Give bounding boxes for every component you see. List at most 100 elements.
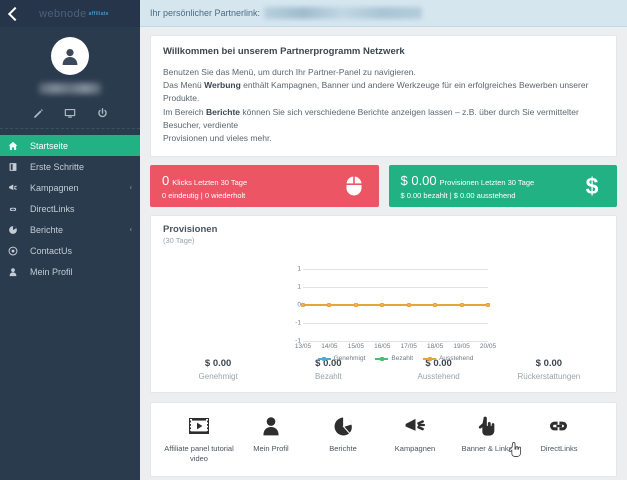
commissions-chart-card: Provisionen (30 Tage) 1 1 0 -1 -1 13/05 14/05…	[150, 215, 617, 394]
book-icon	[8, 162, 24, 172]
chart-legend-swatch	[375, 357, 389, 360]
chart-data-point	[459, 303, 464, 308]
shortcut-mein-profil[interactable]: Mein Profil	[235, 413, 307, 464]
sidebar: webnode affiliate	[0, 0, 140, 480]
chart-x-tick: 17/05	[400, 343, 417, 351]
at-icon	[8, 246, 24, 256]
avatar[interactable]	[51, 37, 89, 75]
stat-commissions-value: $ 0.00	[400, 172, 437, 188]
chart-data-point	[327, 303, 332, 308]
chart-data-point	[380, 303, 385, 308]
shortcut-label: Kampagnen	[394, 444, 436, 454]
chart-title: Provisionen	[163, 224, 218, 236]
sidebar-item-directlinks[interactable]: DirectLinks	[0, 198, 140, 219]
chart-subtitle: (30 Tage)	[163, 236, 195, 246]
chart-data-point	[433, 303, 438, 308]
profile-actions	[0, 106, 140, 120]
total-label: Genehmigt	[198, 372, 238, 382]
chart-x-tick: 15/05	[347, 343, 364, 351]
chart-y-tick: -1	[295, 337, 301, 345]
shortcut-directlinks[interactable]: DirectLinks	[523, 413, 595, 464]
total-value: $ 0.00	[425, 358, 452, 370]
sidebar-item-caret: ‹	[129, 184, 132, 191]
welcome-line-2-post: enthält Kampagnen, Banner und andere Wer…	[163, 80, 589, 104]
chart-legend-item[interactable]: Genehmigt	[317, 355, 365, 362]
chart-x-axis: 13/05 14/05 15/05 16/05 17/05 18/05 19/05 20/05	[295, 343, 496, 353]
chart-legend-item[interactable]: Bezahlt	[375, 355, 413, 362]
chart-series-line-ausstehend	[305, 304, 486, 307]
pie-chart-icon	[8, 225, 24, 235]
sidebar-item-kampagnen[interactable]: Kampagnen ‹	[0, 177, 140, 198]
brand-sub: affiliate	[88, 10, 109, 17]
chart-plot-inner: 1 1 0 -1 -1 13/05 14/05 15/05 16/05 17/05 18/05 19…	[295, 266, 496, 363]
shortcut-bar: Affiliate panel tutorial video Mein Prof…	[150, 402, 617, 478]
total-bezahlt: $ 0.00 Bezahlt	[273, 358, 383, 381]
total-rueckerstattungen: $ 0.00 Rückerstattungen	[494, 358, 604, 381]
sidebar-item-berichte[interactable]: Berichte ‹	[0, 219, 140, 240]
link-icon	[8, 204, 24, 214]
welcome-line-3-bold: Berichte	[206, 106, 241, 117]
shortcut-tutorial-video[interactable]: Affiliate panel tutorial video	[163, 413, 235, 464]
welcome-card: Willkommen bei unserem Partnerprogramm N…	[150, 35, 617, 158]
chart-data-point	[301, 303, 305, 308]
shortcut-berichte[interactable]: Berichte	[307, 413, 379, 464]
sidebar-item-startseite[interactable]: Startseite	[0, 135, 140, 156]
sidebar-item-label: Startseite	[30, 140, 69, 151]
sidebar-item-contactus[interactable]: ContactUs	[0, 240, 140, 261]
home-icon	[8, 141, 24, 151]
welcome-line-4: Provisionen und vieles mehr.	[163, 132, 272, 143]
welcome-line-3: Im Bereich Berichte können Sie sich vers…	[163, 106, 604, 132]
stat-clicks-caption: Klicks Letzten 30 Tage	[172, 177, 248, 187]
sidebar-item-mein-profil[interactable]: Mein Profil	[0, 261, 140, 282]
chart-x-tick: 16/05	[374, 343, 391, 351]
chart-legend-swatch	[317, 357, 331, 360]
total-value: $ 0.00	[535, 358, 563, 370]
shortcut-banner-links[interactable]: Banner & Links	[451, 413, 523, 464]
total-label: Bezahlt	[315, 372, 342, 382]
chart-x-tick: 13/05	[294, 343, 312, 351]
chart-y-tick: 1	[297, 283, 301, 291]
stat-card-commissions[interactable]: $ 0.00 Provisionen Letzten 30 Tage $ 0.0…	[388, 165, 617, 208]
chart-data-point	[406, 303, 411, 308]
chart-x-tick: 18/05	[427, 343, 444, 351]
stat-commissions-text: $ 0.00 Provisionen Letzten 30 Tage $ 0.0…	[401, 173, 580, 200]
chart-x-tick: 19/05	[453, 343, 470, 351]
chart-x-tick: 20/05	[479, 343, 497, 351]
total-value: $ 0.00	[315, 358, 342, 370]
partnerlink-value-redacted[interactable]	[264, 7, 423, 19]
chart-x-tick: 14/05	[321, 343, 338, 351]
shortcut-kampagnen[interactable]: Kampagnen	[379, 413, 451, 464]
sidebar-item-label: Kampagnen	[30, 182, 79, 193]
chart-gridline	[303, 269, 488, 271]
stat-card-clicks[interactable]: 0 Klicks Letzten 30 Tage 0 eindeutig | 0…	[150, 165, 379, 208]
chart-legend: Genehmigt Bezahlt Ausstehend	[303, 355, 488, 362]
power-icon[interactable]	[95, 106, 109, 120]
monitor-icon[interactable]	[63, 106, 77, 120]
shortcut-label: DirectLinks	[540, 444, 578, 454]
chart-y-tick: 0	[297, 301, 301, 309]
chart-data-point	[353, 303, 358, 308]
pie-chart-icon	[307, 413, 379, 439]
topbar: Ihr persönlicher Partnerlink:	[140, 0, 627, 27]
shortcut-label: Affiliate panel tutorial video	[164, 444, 234, 464]
sidebar-item-label: DirectLinks	[30, 203, 75, 214]
username-redacted	[39, 83, 101, 94]
brand-logo[interactable]: webnode affiliate	[20, 8, 140, 20]
total-label: Rückerstattungen	[517, 372, 581, 382]
pencil-icon[interactable]	[31, 106, 45, 120]
chart-y-tick: -1	[295, 319, 301, 327]
mouse-icon	[341, 175, 367, 197]
welcome-line-3-post: können Sie sich verschiedene Berichte an…	[163, 106, 579, 130]
chart-legend-label: Ausstehend	[439, 355, 474, 363]
sidebar-nav: Startseite Erste Schritte Kampagnen ‹	[0, 135, 140, 282]
film-play-icon	[163, 413, 235, 439]
link-icon	[523, 413, 595, 439]
welcome-line-2-bold: Werbung	[204, 80, 241, 91]
chart-legend-item[interactable]: Ausstehend	[423, 355, 473, 362]
sidebar-item-erste-schritte[interactable]: Erste Schritte	[0, 156, 140, 177]
stat-commissions-detail: $ 0.00 bezahlt | $ 0.00 ausstehend	[400, 190, 516, 200]
chevron-left-icon[interactable]	[6, 7, 20, 21]
brand-name: webnode	[39, 7, 87, 20]
shortcut-label: Berichte	[329, 444, 357, 454]
welcome-line-3-pre: Im Bereich	[163, 106, 206, 117]
